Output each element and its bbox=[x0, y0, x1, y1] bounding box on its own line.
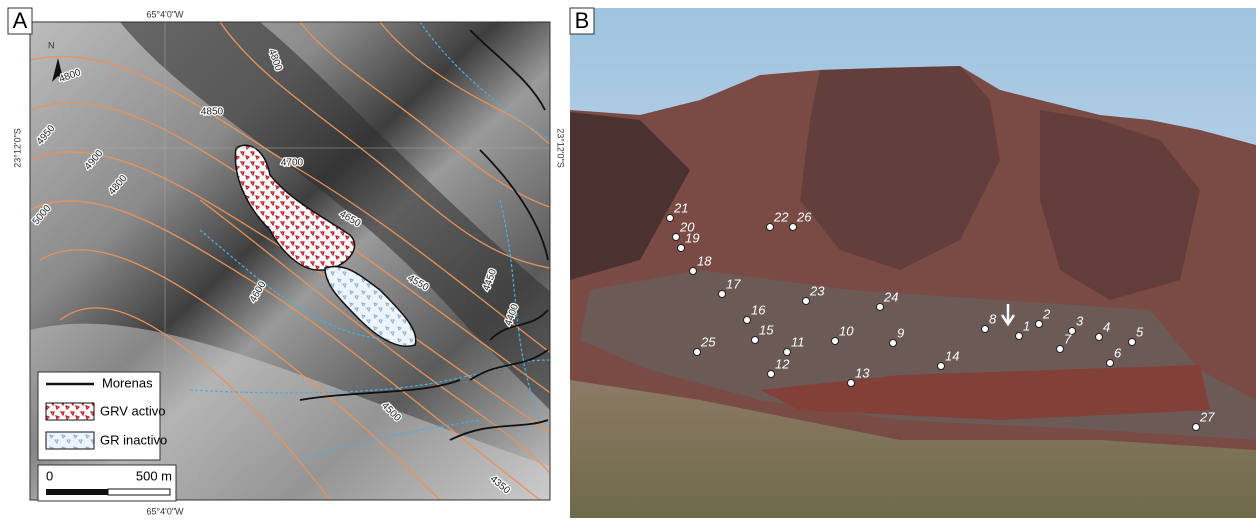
point-label: 23 bbox=[809, 283, 825, 298]
legend-label: GRV activo bbox=[100, 403, 166, 418]
point-label: 6 bbox=[1114, 345, 1122, 360]
point-label: 18 bbox=[697, 253, 712, 268]
sample-point bbox=[877, 304, 884, 311]
sample-point bbox=[938, 363, 945, 370]
point-label: 9 bbox=[897, 325, 904, 340]
sample-point bbox=[694, 349, 701, 356]
scale-label: 500 m bbox=[136, 468, 172, 483]
sample-point bbox=[744, 317, 751, 324]
point-label: 8 bbox=[989, 311, 997, 326]
north-label: N bbox=[48, 40, 55, 50]
point-label: 26 bbox=[796, 209, 812, 224]
sample-point bbox=[768, 371, 775, 378]
scale-label: 0 bbox=[46, 468, 53, 483]
sample-point bbox=[982, 326, 989, 333]
sample-point bbox=[1036, 321, 1043, 328]
sample-point bbox=[678, 245, 685, 252]
panel-label: B bbox=[575, 8, 590, 33]
point-label: 4 bbox=[1103, 319, 1110, 334]
point-label: 16 bbox=[751, 302, 766, 317]
point-label: 21 bbox=[673, 200, 688, 215]
sample-point bbox=[1057, 346, 1064, 353]
sample-point bbox=[1129, 339, 1136, 346]
point-label: 3 bbox=[1076, 313, 1084, 328]
point-label: 17 bbox=[726, 276, 741, 291]
point-label: 27 bbox=[1199, 409, 1215, 424]
legend-label: GR inactivo bbox=[100, 432, 167, 447]
point-label: 7 bbox=[1064, 331, 1072, 346]
point-label: 25 bbox=[700, 334, 716, 349]
legend-swatch bbox=[46, 403, 94, 420]
panel-a: N 65°4'0"W 65°4'0"W 23°12'0"S 23°12'0"S … bbox=[8, 8, 566, 517]
sample-point bbox=[673, 234, 680, 241]
lat-label: 23°12'0"S bbox=[12, 128, 22, 168]
scale-bar bbox=[46, 489, 108, 495]
sample-point bbox=[719, 291, 726, 298]
point-label: 22 bbox=[773, 209, 789, 224]
lon-label: 65°4'0"W bbox=[146, 9, 184, 19]
point-label: 10 bbox=[839, 323, 854, 338]
figure: N 65°4'0"W 65°4'0"W 23°12'0"S 23°12'0"S … bbox=[0, 0, 1256, 518]
sample-point bbox=[803, 298, 810, 305]
contour-label: 4700 bbox=[281, 158, 304, 169]
sample-point bbox=[1107, 360, 1114, 367]
sample-point bbox=[767, 224, 774, 231]
scale-bar bbox=[108, 489, 170, 495]
point-label: 13 bbox=[855, 365, 870, 380]
sample-point bbox=[667, 215, 674, 222]
point-label: 5 bbox=[1136, 324, 1144, 339]
sample-point bbox=[790, 224, 797, 231]
sample-point bbox=[752, 337, 759, 344]
lon-label: 65°4'0"W bbox=[146, 506, 184, 516]
lat-label: 23°12'0"S bbox=[556, 128, 566, 168]
sample-point bbox=[832, 338, 839, 345]
sample-point bbox=[848, 380, 855, 387]
sample-point bbox=[690, 268, 697, 275]
contour-label: 4850 bbox=[201, 107, 224, 118]
point-label: 1 bbox=[1023, 318, 1030, 333]
point-label: 20 bbox=[679, 219, 695, 234]
panel-label: A bbox=[13, 8, 28, 33]
page: {"panel_a": {"label": "A", "lon_label_to… bbox=[0, 0, 1256, 518]
point-label: 12 bbox=[775, 356, 790, 371]
point-label: 15 bbox=[759, 322, 774, 337]
point-label: 14 bbox=[945, 348, 959, 363]
legend-label: Morenas bbox=[102, 375, 153, 390]
sample-point bbox=[1193, 424, 1200, 431]
sample-point bbox=[1096, 334, 1103, 341]
sample-point bbox=[784, 349, 791, 356]
sample-point bbox=[1016, 333, 1023, 340]
point-label: 2 bbox=[1042, 306, 1051, 321]
sample-point bbox=[890, 340, 897, 347]
legend-swatch bbox=[46, 432, 94, 449]
point-label: 24 bbox=[883, 289, 898, 304]
point-label: 11 bbox=[791, 334, 805, 349]
